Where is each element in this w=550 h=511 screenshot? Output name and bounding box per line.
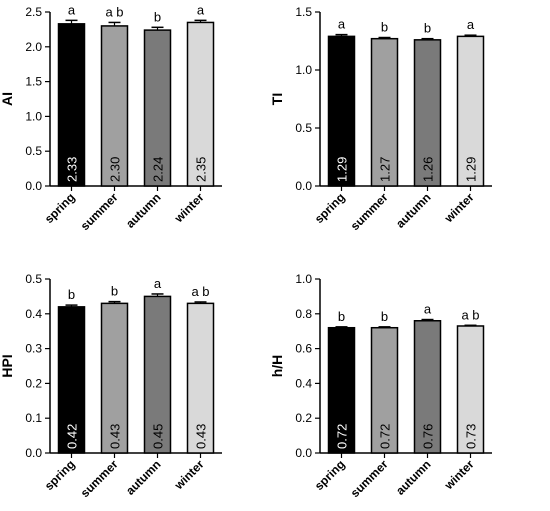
bar-value-label: 2.35 <box>194 157 209 182</box>
bar-value-label: 1.27 <box>378 157 393 182</box>
significance-label: a <box>424 302 432 317</box>
y-tick-label: 0.4 <box>295 376 312 390</box>
bar-value-label: 0.72 <box>378 424 393 449</box>
significance-label: b <box>381 309 388 324</box>
significance-label: b <box>154 9 161 24</box>
significance-label: a b <box>105 4 123 19</box>
category-label: summer <box>348 457 391 500</box>
significance-label: b <box>68 287 75 302</box>
bar-autumn <box>413 39 442 187</box>
bar-value-label: 0.45 <box>151 424 166 449</box>
y-tick-label: 1.5 <box>25 75 42 89</box>
bar-spring <box>327 326 356 454</box>
y-tick-label: 1.0 <box>295 272 312 286</box>
category-label: autumn <box>393 457 434 498</box>
bar-value-label: 0.73 <box>464 424 479 449</box>
chart-panel-ti: 0.0 0.5 1.0 1.5 TI a 1.29 spring b 1.27 summer b 1.2… <box>269 5 492 233</box>
bar-winter <box>186 302 215 454</box>
category-label: spring <box>312 457 348 493</box>
bar-autumn <box>413 320 442 454</box>
y-tick-label: 0.0 <box>295 446 312 460</box>
y-tick-label: 0.2 <box>25 376 42 390</box>
bar-value-label: 0.72 <box>335 424 350 449</box>
significance-label: a <box>154 276 162 291</box>
bar-spring <box>327 35 356 187</box>
y-axis-label: HPI <box>0 354 15 377</box>
y-tick-label: 0.5 <box>25 144 42 158</box>
bar-value-label: 0.43 <box>108 424 123 449</box>
bar-spring <box>57 306 86 454</box>
y-tick-label: 1.0 <box>25 109 42 123</box>
significance-label: a <box>68 2 76 17</box>
category-label: winter <box>441 190 477 226</box>
bar-value-label: 1.26 <box>421 157 436 182</box>
y-tick-label: 2.0 <box>25 40 42 54</box>
y-tick-label: 0.5 <box>295 121 312 135</box>
significance-label: a b <box>461 307 479 322</box>
significance-label: a <box>197 2 205 17</box>
significance-label: b <box>424 21 431 36</box>
y-axis-label: h/H <box>269 355 285 378</box>
bar-value-label: 0.42 <box>65 424 80 449</box>
bar-summer <box>370 37 399 187</box>
category-label: spring <box>312 190 348 226</box>
y-tick-label: 0.0 <box>25 446 42 460</box>
y-tick-label: 0.3 <box>25 342 42 356</box>
bar-value-label: 2.30 <box>108 157 123 182</box>
y-tick-label: 0.0 <box>25 179 42 193</box>
significance-label: b <box>338 309 345 324</box>
bar-value-label: 1.29 <box>464 157 479 182</box>
bar-value-label: 0.76 <box>421 424 436 449</box>
significance-label: a b <box>191 284 209 299</box>
bar-value-label: 2.24 <box>151 157 166 182</box>
bar-spring <box>57 23 86 187</box>
significance-label: b <box>111 284 118 299</box>
y-axis-label: TI <box>269 93 285 105</box>
category-label: autumn <box>393 190 434 231</box>
category-label: spring <box>42 457 78 493</box>
y-tick-label: 0.4 <box>25 307 42 321</box>
category-label: autumn <box>123 457 164 498</box>
bar-value-label: 0.43 <box>194 424 209 449</box>
significance-label: b <box>381 20 388 35</box>
y-axis-label: AI <box>0 92 15 106</box>
category-label: winter <box>171 457 207 493</box>
category-label: summer <box>78 457 121 500</box>
category-label: spring <box>42 190 78 226</box>
bar-autumn <box>143 29 172 187</box>
chart-panel-hpi: 0.0 0.1 0.2 0.3 0.4 0.5 HPI b 0.42 spring b 0.43 sum… <box>0 272 222 500</box>
y-tick-label: 0.1 <box>25 411 42 425</box>
category-label: autumn <box>123 190 164 231</box>
bar-winter <box>456 325 485 454</box>
y-tick-label: 0.5 <box>25 272 42 286</box>
bar-summer <box>100 25 129 187</box>
y-tick-label: 1.5 <box>295 5 312 19</box>
bar-winter <box>456 35 485 187</box>
category-label: winter <box>171 190 207 226</box>
y-tick-label: 1.0 <box>295 63 312 77</box>
category-label: winter <box>441 457 477 493</box>
chart-panel-h-h: 0.0 0.2 0.4 0.6 0.8 1.0 h/H b 0.72 spring b 0.72 sum… <box>269 272 492 500</box>
y-tick-label: 0.6 <box>295 342 312 356</box>
category-label: summer <box>348 190 391 233</box>
significance-label: a <box>338 17 346 32</box>
bar-winter <box>186 21 215 187</box>
bar-value-label: 2.33 <box>65 157 80 182</box>
y-tick-label: 2.5 <box>25 5 42 19</box>
category-label: summer <box>78 190 121 233</box>
y-tick-label: 0.2 <box>295 411 312 425</box>
bar-autumn <box>143 295 172 454</box>
y-tick-label: 0.8 <box>295 307 312 321</box>
significance-label: a <box>467 17 475 32</box>
bar-value-label: 1.29 <box>335 157 350 182</box>
y-tick-label: 0.0 <box>295 179 312 193</box>
chart-panel-ai: 0.0 0.5 1.0 1.5 2.0 2.5 AI a 2.33 spring a b 2.30 su… <box>0 2 222 233</box>
